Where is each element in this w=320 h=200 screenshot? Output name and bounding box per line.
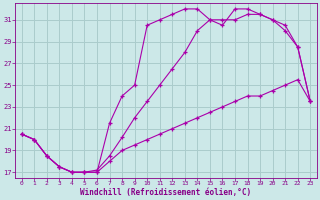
X-axis label: Windchill (Refroidissement éolien,°C): Windchill (Refroidissement éolien,°C) (80, 188, 252, 197)
